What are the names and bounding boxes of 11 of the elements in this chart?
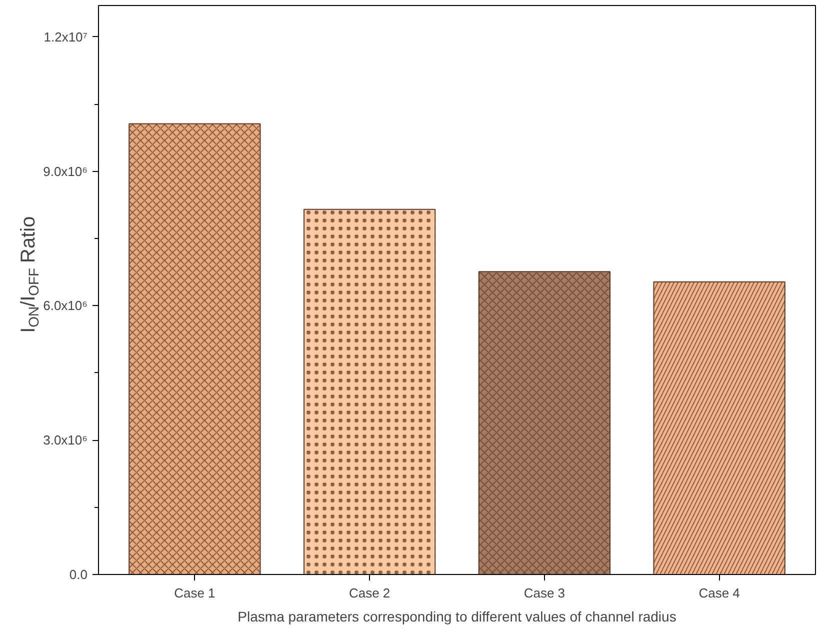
x-tick-label: Case 1 — [174, 586, 216, 600]
x-tick-label: Case 2 — [348, 586, 390, 600]
x-axis-title: Plasma parameters corresponding to different values of channel radius — [238, 608, 676, 624]
x-tick-label: Case 4 — [698, 586, 740, 600]
y-tick-label: 3.0x10⁶ — [43, 432, 88, 448]
y-tick-label: 9.0x10⁶ — [43, 164, 88, 179]
y-tick-label: 1.2x10⁷ — [44, 29, 88, 44]
y-tick-label: 0.0 — [69, 567, 88, 582]
y-axis-title: ION/IOFF Ratio — [18, 216, 42, 333]
y-tick-label: 6.0x10⁶ — [43, 298, 88, 314]
x-tick-label: Case 3 — [524, 586, 566, 600]
